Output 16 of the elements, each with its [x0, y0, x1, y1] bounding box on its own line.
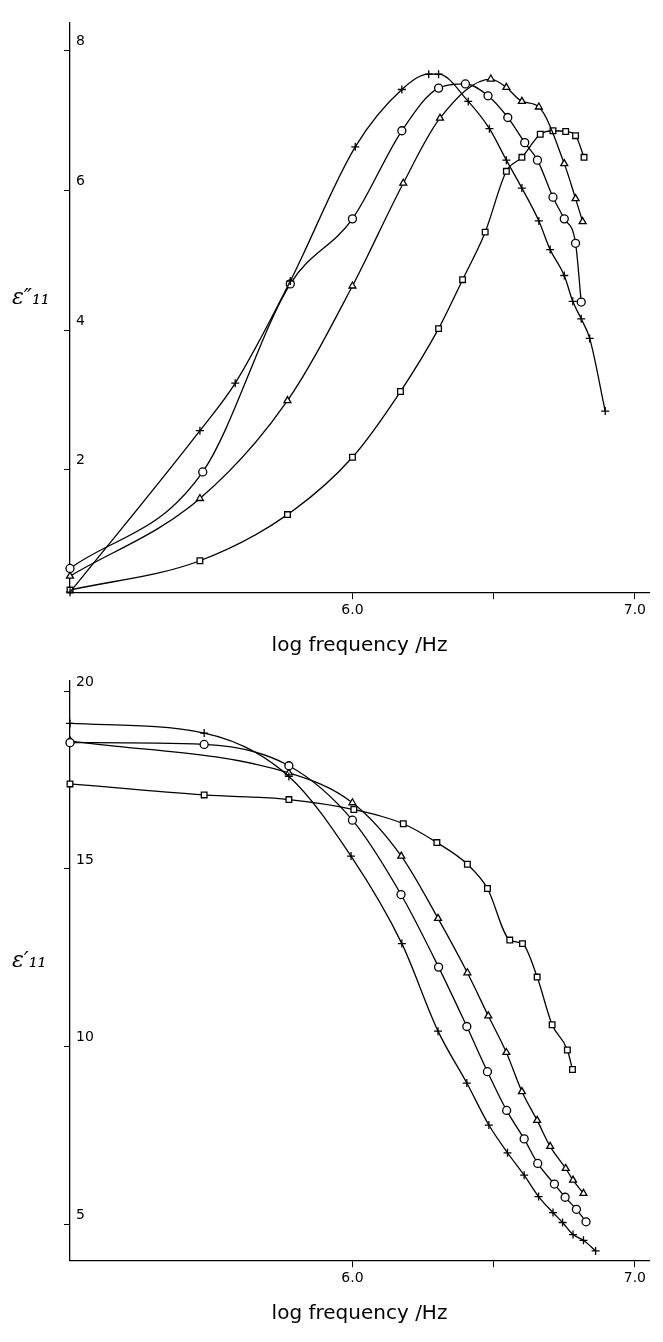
- x-tick-label: 7.0: [623, 601, 647, 618]
- x-tick-label: 6.0: [341, 1269, 364, 1286]
- y-axis-title: ε″₁₁: [12, 284, 50, 310]
- x-axis-title: log frequency /Hz: [271, 1300, 448, 1325]
- y-tick-label: 2: [76, 451, 85, 468]
- x-axis-title: log frequency /Hz: [271, 632, 448, 657]
- y-tick-label: 8: [76, 32, 85, 49]
- y-tick-label: 5: [76, 1206, 85, 1223]
- y-tick-label: 20: [76, 672, 94, 689]
- y-axis-title: ε′₁₁: [12, 946, 47, 972]
- y-tick-label: 6: [76, 171, 85, 188]
- y-tick-label: 10: [76, 1028, 94, 1045]
- x-tick-label: 7.0: [623, 1269, 647, 1286]
- x-tick-label: 6.0: [341, 601, 364, 618]
- y-tick-label: 4: [76, 311, 85, 328]
- y-tick-label: 15: [76, 850, 94, 867]
